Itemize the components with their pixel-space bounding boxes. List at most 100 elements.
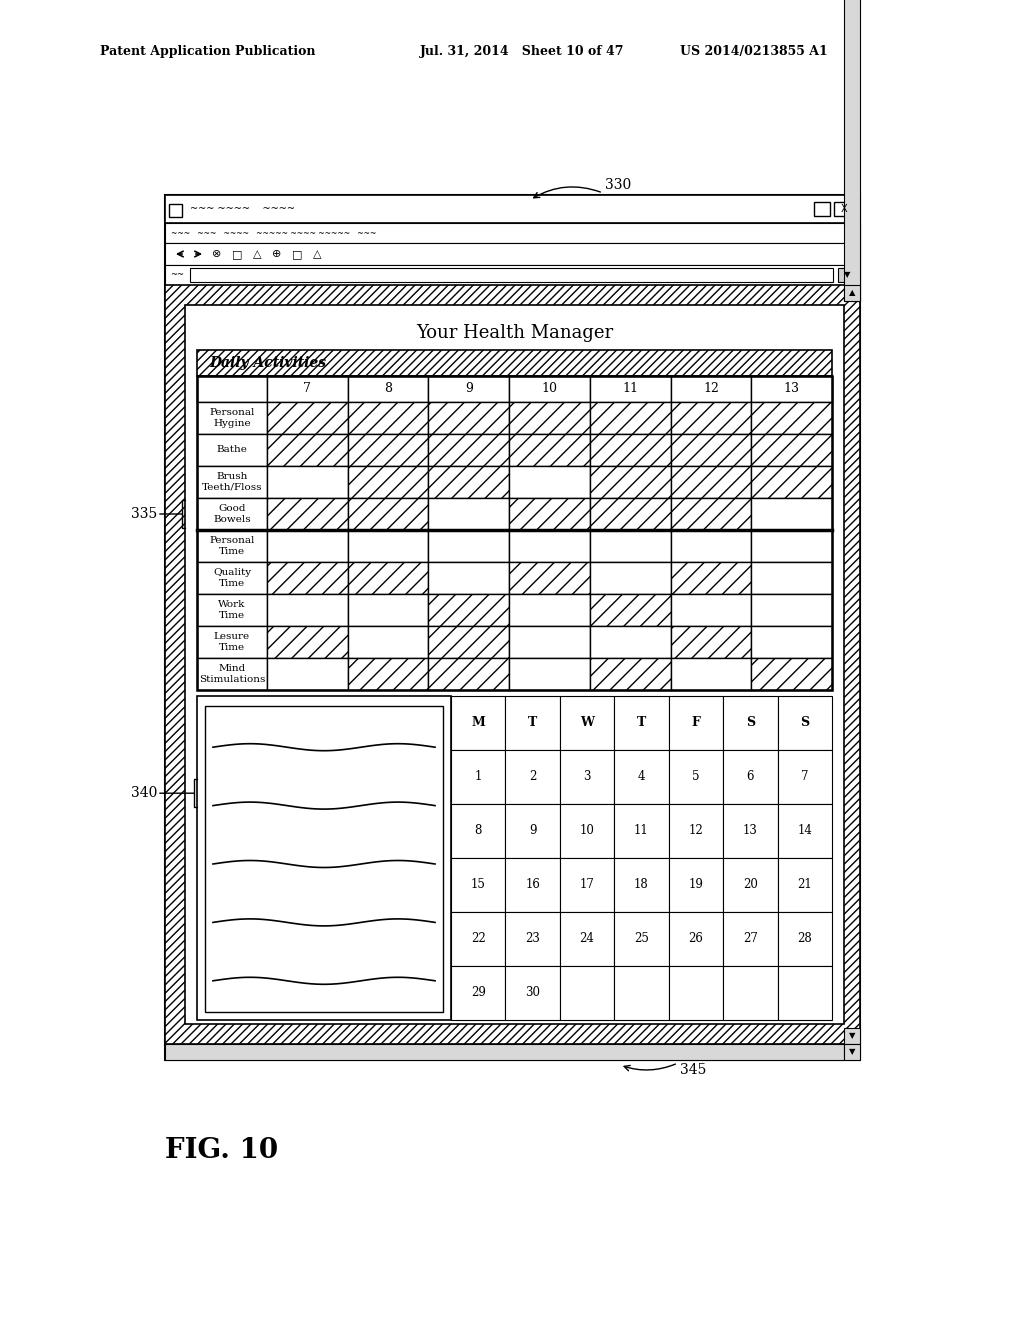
Bar xyxy=(671,562,752,594)
Bar xyxy=(428,434,509,466)
Bar xyxy=(197,657,267,690)
Bar xyxy=(844,1044,860,1060)
Bar xyxy=(777,750,831,804)
Text: Work
Time: Work Time xyxy=(218,601,246,619)
Bar xyxy=(506,966,560,1020)
Text: 12: 12 xyxy=(703,383,719,396)
Bar xyxy=(590,466,671,498)
Bar xyxy=(752,498,831,531)
Bar xyxy=(348,403,428,434)
Bar xyxy=(723,966,777,1020)
Bar xyxy=(509,434,590,466)
Bar xyxy=(451,696,506,750)
Text: 9: 9 xyxy=(528,825,537,837)
Bar xyxy=(669,804,723,858)
Bar xyxy=(348,376,428,403)
Text: 22: 22 xyxy=(471,932,485,945)
Bar xyxy=(560,858,614,912)
Text: S: S xyxy=(800,717,809,730)
Text: W: W xyxy=(580,717,594,730)
Text: ⊗: ⊗ xyxy=(212,249,221,259)
Text: ▲: ▲ xyxy=(849,289,855,297)
Bar xyxy=(348,498,428,531)
Bar xyxy=(614,804,669,858)
Bar xyxy=(267,594,348,626)
Bar xyxy=(197,498,267,531)
Bar xyxy=(165,195,860,1060)
Bar xyxy=(723,858,777,912)
Bar xyxy=(267,498,348,531)
Bar xyxy=(197,376,267,403)
Text: T: T xyxy=(637,717,646,730)
Text: 8: 8 xyxy=(474,825,482,837)
Bar xyxy=(451,858,506,912)
Bar xyxy=(671,498,752,531)
Bar xyxy=(614,750,669,804)
Text: Brush
Teeth/Floss: Brush Teeth/Floss xyxy=(202,473,262,492)
Bar xyxy=(197,626,267,657)
Bar xyxy=(560,966,614,1020)
Bar xyxy=(165,1044,844,1060)
Bar xyxy=(752,403,831,434)
Text: 13: 13 xyxy=(783,383,800,396)
Bar xyxy=(197,434,267,466)
Bar xyxy=(348,657,428,690)
Text: □: □ xyxy=(292,249,302,259)
Text: ▼: ▼ xyxy=(849,1031,855,1040)
Bar xyxy=(197,376,831,690)
Bar xyxy=(752,626,831,657)
Bar xyxy=(267,626,348,657)
Text: 19: 19 xyxy=(688,879,703,891)
Bar xyxy=(348,434,428,466)
Text: 7: 7 xyxy=(303,383,311,396)
Bar xyxy=(428,657,509,690)
Bar xyxy=(509,562,590,594)
Bar xyxy=(165,243,860,265)
Bar xyxy=(185,305,844,1024)
Bar xyxy=(669,966,723,1020)
Bar xyxy=(671,403,752,434)
Bar xyxy=(506,858,560,912)
Bar xyxy=(614,912,669,966)
Text: 7: 7 xyxy=(801,771,809,784)
Bar xyxy=(723,804,777,858)
Bar xyxy=(590,498,671,531)
Text: 16: 16 xyxy=(525,879,540,891)
Text: 13: 13 xyxy=(743,825,758,837)
Bar xyxy=(428,376,509,403)
Text: 4: 4 xyxy=(638,771,645,784)
Text: X: X xyxy=(841,205,847,214)
Bar xyxy=(669,858,723,912)
Bar xyxy=(752,531,831,562)
Bar xyxy=(752,562,831,594)
Bar xyxy=(752,594,831,626)
Bar xyxy=(509,466,590,498)
Bar xyxy=(205,706,443,1012)
Bar xyxy=(190,268,833,282)
Text: 29: 29 xyxy=(471,986,485,999)
Text: Personal
Time: Personal Time xyxy=(209,536,255,556)
Bar xyxy=(671,376,752,403)
Text: 26: 26 xyxy=(688,932,703,945)
Text: Mind
Stimulations: Mind Stimulations xyxy=(199,664,265,684)
Bar xyxy=(671,626,752,657)
Bar xyxy=(451,804,506,858)
Text: 11: 11 xyxy=(634,825,649,837)
Text: 10: 10 xyxy=(580,825,595,837)
Bar xyxy=(590,562,671,594)
Bar xyxy=(509,531,590,562)
Bar xyxy=(165,195,860,223)
Text: ⊕: ⊕ xyxy=(272,249,282,259)
Text: 1: 1 xyxy=(474,771,482,784)
Bar xyxy=(814,202,830,216)
Bar xyxy=(428,562,509,594)
Text: 28: 28 xyxy=(798,932,812,945)
Bar xyxy=(165,265,860,285)
Bar xyxy=(614,858,669,912)
Bar xyxy=(777,858,831,912)
Bar xyxy=(671,594,752,626)
Text: 17: 17 xyxy=(580,879,595,891)
Bar xyxy=(560,750,614,804)
Bar xyxy=(723,912,777,966)
Text: ▼: ▼ xyxy=(844,271,850,280)
